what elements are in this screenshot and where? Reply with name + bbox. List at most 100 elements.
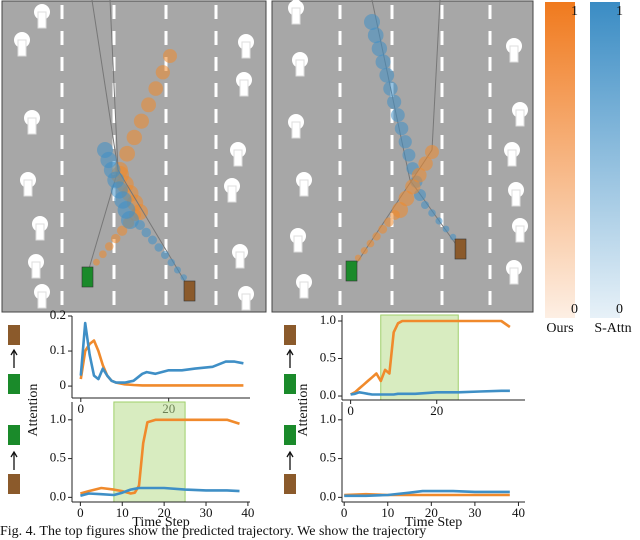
- series-line: [79, 339, 244, 387]
- trajectory-point: [378, 224, 388, 234]
- vehicle: [345, 260, 358, 282]
- parking-marker: [239, 79, 249, 97]
- y-tick-label: 0.1: [50, 342, 66, 357]
- parking-marker: [23, 179, 33, 197]
- y-tick-label: 0.5: [320, 450, 336, 465]
- trajectory-point: [121, 211, 139, 229]
- parking-marker: [17, 39, 27, 57]
- trajectory-point: [167, 258, 175, 267]
- parking-marker: [299, 179, 309, 197]
- trajectory-point: [93, 258, 100, 266]
- x-axis-label: Time Step: [132, 515, 189, 530]
- trajectory-point: [379, 67, 395, 83]
- x-tick-label: 0: [77, 505, 84, 520]
- trajectory-point: [405, 179, 421, 195]
- trajectory-point: [402, 148, 416, 162]
- trajectory-point: [421, 201, 429, 209]
- parking-marker: [291, 7, 301, 25]
- trajectory-point: [394, 121, 409, 136]
- vehicle: [81, 266, 94, 288]
- trajectory-point: [449, 233, 457, 241]
- trajectory-point: [141, 97, 156, 113]
- agent-icon: [8, 325, 20, 345]
- parking-marker: [293, 235, 303, 253]
- parking-marker: [233, 149, 243, 167]
- y-axis-label: Attention: [296, 384, 311, 437]
- x-tick-label: 30: [468, 505, 481, 520]
- parking-marker: [241, 41, 251, 59]
- x-tick-label: 20: [430, 403, 443, 418]
- x-tick-label: 20: [158, 505, 171, 520]
- parking-marker: [291, 121, 301, 139]
- colorbar: [545, 2, 575, 318]
- agent-icon: [284, 325, 296, 345]
- trajectory-point: [364, 14, 380, 30]
- y-tick-label: 0.0: [320, 488, 336, 503]
- parking-marker: [235, 251, 245, 269]
- x-tick-label: 0: [347, 403, 354, 418]
- trajectory-point: [425, 145, 439, 159]
- trajectory-point: [442, 225, 450, 233]
- trajectory-point: [99, 250, 107, 259]
- trajectory-point: [435, 217, 443, 225]
- series-line: [344, 489, 510, 498]
- agent-icon: [284, 374, 296, 394]
- trajectory-point: [105, 242, 114, 251]
- trajectory-point: [371, 40, 388, 57]
- trajectory-point: [133, 113, 149, 129]
- trajectory-point: [111, 233, 121, 244]
- caption: Fig. 4. The top figures show the predict…: [0, 524, 426, 539]
- y-axis-label: Attention: [26, 384, 41, 437]
- colorbar-label: Ours: [546, 321, 573, 336]
- colorbar-min: 0: [571, 302, 578, 317]
- vehicle: [183, 280, 196, 302]
- parking-marker: [35, 223, 45, 241]
- x-tick-label: 10: [116, 505, 129, 520]
- trajectory-point: [428, 209, 436, 217]
- y-tick-label: 1.0: [320, 411, 336, 426]
- trajectory-point: [174, 266, 181, 274]
- parking-marker: [295, 59, 305, 77]
- trajectory-point: [148, 235, 157, 245]
- arrow-head: [10, 450, 18, 458]
- series-line: [350, 319, 511, 396]
- agent-icon: [284, 425, 296, 445]
- trajectory-point: [390, 108, 405, 123]
- x-tick-label: 30: [200, 505, 213, 520]
- agent-icon: [8, 374, 20, 394]
- x-tick-label: 0: [78, 401, 85, 416]
- trajectory-point: [148, 81, 163, 96]
- trajectory-point: [154, 243, 163, 252]
- trajectory-point: [383, 81, 398, 96]
- colorbar: [590, 2, 620, 318]
- arrow-head: [286, 450, 294, 458]
- trajectory-point: [411, 167, 427, 183]
- trajectory-point: [398, 135, 412, 149]
- parking-marker: [515, 225, 525, 243]
- trajectory-point: [161, 251, 169, 259]
- trajectory-point: [135, 220, 145, 230]
- trajectory-point: [180, 274, 187, 281]
- series-line: [79, 321, 244, 384]
- y-tick-label: 1.0: [50, 411, 66, 426]
- vehicle: [454, 238, 467, 260]
- series-line: [80, 486, 240, 498]
- trajectory-point: [117, 225, 128, 236]
- arrow-head: [286, 348, 294, 356]
- parking-marker: [509, 45, 519, 63]
- x-tick-label: 40: [241, 505, 254, 520]
- trajectory-point: [366, 239, 375, 248]
- trajectory-point: [119, 145, 135, 162]
- trajectory-point: [155, 65, 171, 80]
- series-line: [350, 389, 510, 396]
- y-tick-label: 0.2: [50, 307, 66, 322]
- trajectory-point: [360, 247, 368, 255]
- agent-icon: [8, 474, 20, 494]
- parking-marker: [31, 261, 41, 279]
- trajectory-point: [372, 232, 381, 241]
- trajectory-point: [390, 210, 400, 220]
- trajectory-point: [387, 94, 402, 109]
- y-tick-label: 0.5: [320, 349, 336, 364]
- parking-marker: [509, 267, 519, 285]
